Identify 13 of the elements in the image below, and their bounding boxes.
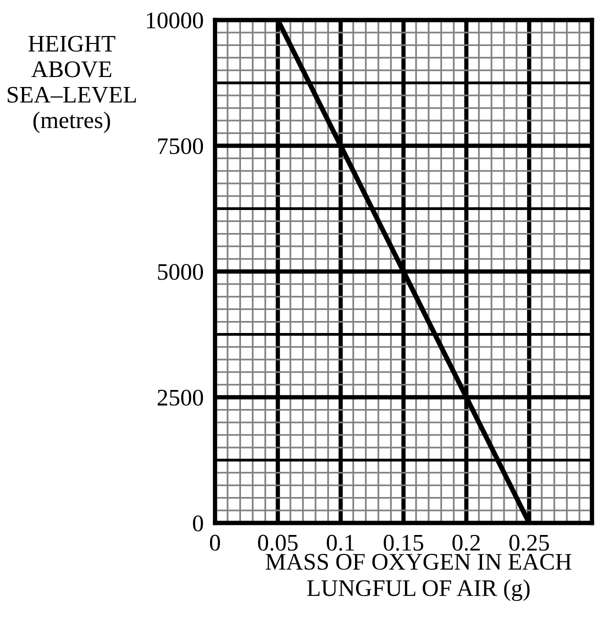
x-axis-title: MASS OF OXYGEN IN EACH LUNGFUL OF AIR (g): [266, 554, 572, 601]
y-tick-label: 10000: [146, 12, 203, 28]
x-tick-label: 0: [210, 534, 220, 551]
y-tick-label: 5000: [158, 264, 203, 280]
y-tick-label: 0: [192, 515, 203, 532]
x-tick-label: 0.2: [452, 534, 480, 551]
x-tick-label: 0.25: [509, 534, 549, 551]
x-tick-label: 0.05: [258, 534, 298, 551]
x-tick-label: 0.15: [384, 534, 424, 551]
x-tick-label: 0.1: [326, 534, 354, 551]
y-tick-label: 7500: [158, 138, 203, 154]
y-tick-label: 2500: [158, 390, 203, 406]
y-axis-title: HEIGHT ABOVE SEA–LEVEL (metres): [8, 36, 136, 134]
